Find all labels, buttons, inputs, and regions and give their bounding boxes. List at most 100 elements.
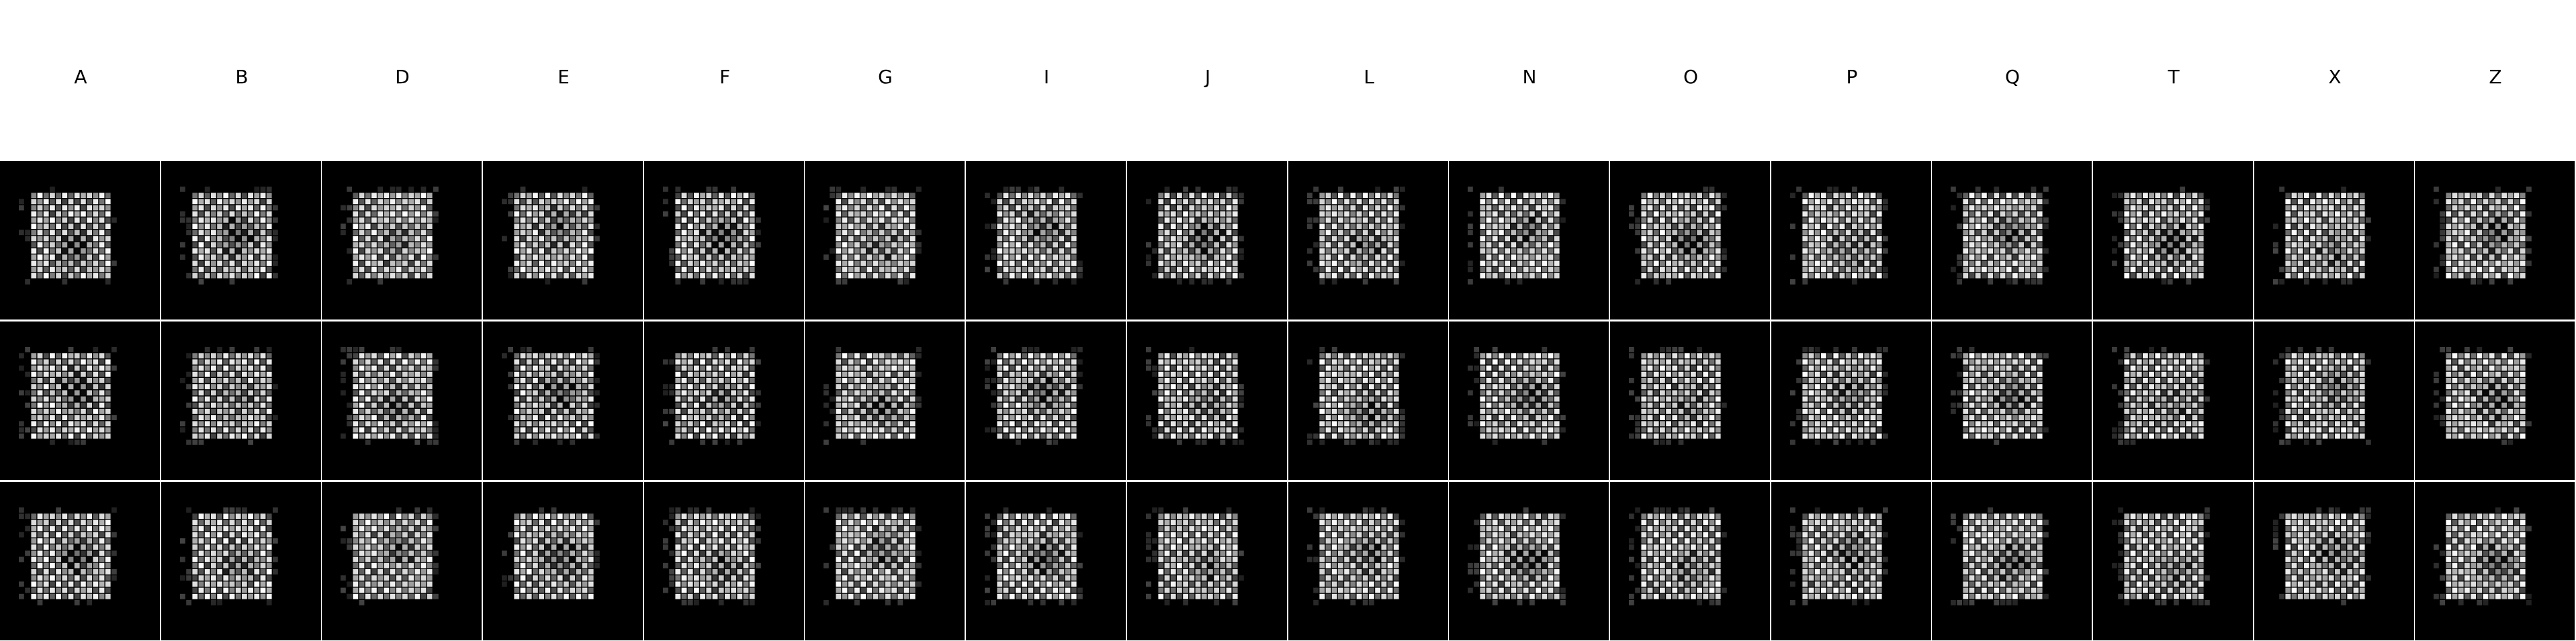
image-panel-n-row-1 xyxy=(1449,161,1609,319)
image-panel-l-row-3 xyxy=(1288,482,1448,640)
image-panel-n-row-2 xyxy=(1449,322,1609,480)
pixel-grid-image xyxy=(19,187,117,285)
image-panel-f-row-1 xyxy=(644,161,804,319)
image-panel-i-row-1 xyxy=(966,161,1126,319)
image-panel-a-row-3 xyxy=(0,482,160,640)
pixel-grid-image xyxy=(180,507,278,605)
pixel-grid-image xyxy=(1146,187,1244,285)
pixel-grid-image xyxy=(2434,507,2532,605)
image-panel-j-row-3 xyxy=(1127,482,1287,640)
pixel-grid-image xyxy=(1951,507,2049,605)
image-panel-q-row-3 xyxy=(1932,482,2092,640)
image-panel-i-row-3 xyxy=(966,482,1126,640)
pixel-grid-image xyxy=(1951,347,2049,445)
column-label-j: J xyxy=(1204,66,1211,88)
pixel-grid-image xyxy=(502,507,600,599)
column-label-x: X xyxy=(2328,66,2342,88)
pixel-grid-image xyxy=(1951,187,2049,285)
image-panel-e-row-1 xyxy=(483,161,643,319)
pixel-grid-image xyxy=(2273,347,2371,445)
image-panel-q-row-1 xyxy=(1932,161,2092,319)
column-label-t: T xyxy=(2168,66,2180,88)
pixel-grid-image xyxy=(2434,347,2532,445)
image-panel-g-row-3 xyxy=(805,482,965,640)
pixel-grid-image xyxy=(502,187,600,285)
pixel-grid-image xyxy=(1790,187,1888,285)
image-panel-z-row-1 xyxy=(2415,161,2575,319)
pixel-grid-image xyxy=(19,347,117,445)
image-panel-f-row-2 xyxy=(644,322,804,480)
pixel-grid-image xyxy=(1468,187,1566,285)
pixel-grid-image xyxy=(180,187,278,285)
column-label-d: D xyxy=(395,66,410,88)
pixel-grid-image xyxy=(663,347,761,445)
image-panel-t-row-2 xyxy=(2093,322,2253,480)
pixel-grid-image xyxy=(663,187,761,285)
pixel-grid-image xyxy=(1146,347,1244,445)
image-panel-g-row-2 xyxy=(805,322,965,480)
pixel-grid-image xyxy=(1629,507,1727,605)
image-panel-b-row-2 xyxy=(161,322,321,480)
column-label-e: E xyxy=(558,66,570,88)
image-panel-d-row-2 xyxy=(322,322,482,480)
image-panel-j-row-1 xyxy=(1127,161,1287,319)
image-panel-j-row-2 xyxy=(1127,322,1287,480)
pixel-grid-image xyxy=(1307,187,1405,285)
column-label-g: G xyxy=(878,66,893,88)
pixel-grid-image xyxy=(824,187,922,285)
pixel-grid-image xyxy=(1307,507,1405,605)
image-panel-a-row-2 xyxy=(0,322,160,480)
image-panel-t-row-1 xyxy=(2093,161,2253,319)
pixel-grid-image xyxy=(824,507,922,605)
image-panel-e-row-2 xyxy=(483,322,643,480)
column-label-q: Q xyxy=(2004,66,2020,88)
column-label-p: P xyxy=(1846,66,1858,88)
pixel-grid-image xyxy=(1146,507,1244,605)
image-panel-i-row-2 xyxy=(966,322,1126,480)
pixel-grid-image xyxy=(985,507,1083,605)
image-panel-p-row-2 xyxy=(1771,322,1931,480)
pixel-grid-image xyxy=(2112,347,2210,445)
pixel-grid-image xyxy=(341,187,439,285)
image-panel-z-row-2 xyxy=(2415,322,2575,480)
image-panel-b-row-3 xyxy=(161,482,321,640)
pixel-grid-image xyxy=(824,347,922,445)
image-panel-p-row-1 xyxy=(1771,161,1931,319)
image-panel-o-row-3 xyxy=(1610,482,1770,640)
column-label-a: A xyxy=(74,66,87,88)
pixel-grid-image xyxy=(1468,507,1566,605)
column-label-n: N xyxy=(1522,66,1537,88)
pixel-grid-image xyxy=(502,347,600,445)
pixel-grid-image xyxy=(180,347,278,445)
pixel-grid-image xyxy=(1307,347,1405,445)
pixel-grid-image xyxy=(1629,347,1727,445)
pixel-grid-image xyxy=(1629,187,1727,285)
image-panel-l-row-2 xyxy=(1288,322,1448,480)
column-label-z: Z xyxy=(2489,66,2502,88)
image-panel-b-row-1 xyxy=(161,161,321,319)
image-panel-q-row-2 xyxy=(1932,322,2092,480)
pixel-grid-image xyxy=(19,507,117,605)
pixel-grid-image xyxy=(2273,507,2371,605)
pixel-grid-image xyxy=(663,507,761,605)
image-panel-a-row-1 xyxy=(0,161,160,319)
image-panel-x-row-3 xyxy=(2254,482,2414,640)
image-panel-o-row-2 xyxy=(1610,322,1770,480)
image-panel-l-row-1 xyxy=(1288,161,1448,319)
column-label-o: O xyxy=(1683,66,1699,88)
image-panel-d-row-3 xyxy=(322,482,482,640)
pixel-grid-image xyxy=(2112,187,2210,285)
column-label-f: F xyxy=(719,66,731,88)
column-label-i: I xyxy=(1043,66,1050,88)
image-panel-p-row-3 xyxy=(1771,482,1931,640)
image-panel-x-row-1 xyxy=(2254,161,2414,319)
image-panel-t-row-3 xyxy=(2093,482,2253,640)
image-panel-x-row-2 xyxy=(2254,322,2414,480)
pixel-grid-image xyxy=(985,187,1083,285)
image-panel-z-row-3 xyxy=(2415,482,2575,640)
image-panel-f-row-3 xyxy=(644,482,804,640)
pixel-grid-image xyxy=(1468,347,1566,445)
image-panel-e-row-3 xyxy=(483,482,643,640)
pixel-grid-image xyxy=(2273,187,2371,285)
